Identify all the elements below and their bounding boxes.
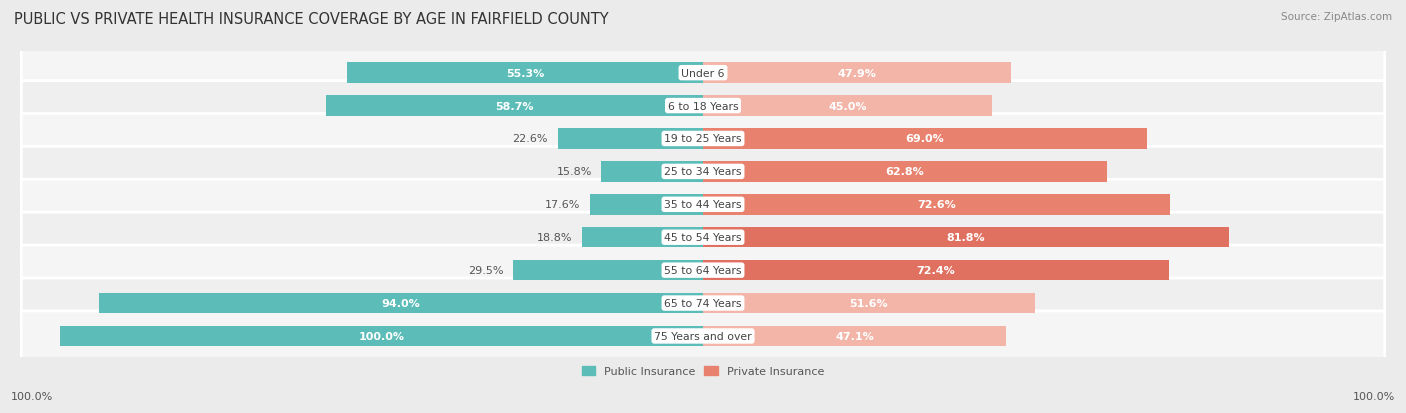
Text: 47.9%: 47.9% [838, 69, 876, 78]
Text: 100.0%: 100.0% [359, 331, 405, 341]
Text: 75 Years and over: 75 Years and over [654, 331, 752, 341]
Text: Under 6: Under 6 [682, 69, 724, 78]
Text: 72.4%: 72.4% [917, 266, 955, 275]
Bar [591, 195, 703, 215]
Text: 94.0%: 94.0% [381, 298, 420, 308]
Text: 100.0%: 100.0% [1353, 392, 1395, 401]
Bar [703, 228, 1229, 248]
Text: 22.6%: 22.6% [513, 134, 548, 144]
Text: 55.3%: 55.3% [506, 69, 544, 78]
FancyBboxPatch shape [21, 311, 1385, 361]
Bar [703, 129, 1147, 150]
Bar [347, 63, 703, 84]
Text: 19 to 25 Years: 19 to 25 Years [664, 134, 742, 144]
Text: 25 to 34 Years: 25 to 34 Years [664, 167, 742, 177]
FancyBboxPatch shape [21, 114, 1385, 164]
Text: 81.8%: 81.8% [946, 233, 986, 242]
Text: 45 to 54 Years: 45 to 54 Years [664, 233, 742, 242]
Text: 69.0%: 69.0% [905, 134, 945, 144]
Text: 58.7%: 58.7% [495, 101, 533, 111]
Text: 65 to 74 Years: 65 to 74 Years [664, 298, 742, 308]
Text: 17.6%: 17.6% [544, 200, 581, 210]
Bar [703, 96, 993, 116]
FancyBboxPatch shape [21, 213, 1385, 263]
FancyBboxPatch shape [21, 180, 1385, 230]
FancyBboxPatch shape [21, 48, 1385, 98]
Bar [513, 260, 703, 281]
Text: 100.0%: 100.0% [11, 392, 53, 401]
Text: 29.5%: 29.5% [468, 266, 503, 275]
Text: 35 to 44 Years: 35 to 44 Years [664, 200, 742, 210]
Text: Source: ZipAtlas.com: Source: ZipAtlas.com [1281, 12, 1392, 22]
Legend: Public Insurance, Private Insurance: Public Insurance, Private Insurance [582, 366, 824, 376]
Bar [703, 293, 1035, 313]
Text: 45.0%: 45.0% [828, 101, 868, 111]
Text: 62.8%: 62.8% [886, 167, 924, 177]
FancyBboxPatch shape [21, 147, 1385, 197]
Bar [703, 195, 1170, 215]
Bar [98, 293, 703, 313]
FancyBboxPatch shape [21, 245, 1385, 295]
Bar [582, 228, 703, 248]
Text: 72.6%: 72.6% [917, 200, 956, 210]
Text: PUBLIC VS PRIVATE HEALTH INSURANCE COVERAGE BY AGE IN FAIRFIELD COUNTY: PUBLIC VS PRIVATE HEALTH INSURANCE COVER… [14, 12, 609, 27]
Bar [60, 326, 703, 347]
Bar [602, 162, 703, 182]
Text: 15.8%: 15.8% [557, 167, 592, 177]
Bar [703, 162, 1107, 182]
Text: 6 to 18 Years: 6 to 18 Years [668, 101, 738, 111]
Text: 18.8%: 18.8% [537, 233, 572, 242]
Bar [703, 63, 1011, 84]
FancyBboxPatch shape [21, 81, 1385, 131]
Text: 55 to 64 Years: 55 to 64 Years [664, 266, 742, 275]
FancyBboxPatch shape [21, 278, 1385, 328]
Bar [703, 326, 1005, 347]
Text: 51.6%: 51.6% [849, 298, 889, 308]
Text: 47.1%: 47.1% [835, 331, 873, 341]
Bar [703, 260, 1168, 281]
Bar [326, 96, 703, 116]
Bar [558, 129, 703, 150]
